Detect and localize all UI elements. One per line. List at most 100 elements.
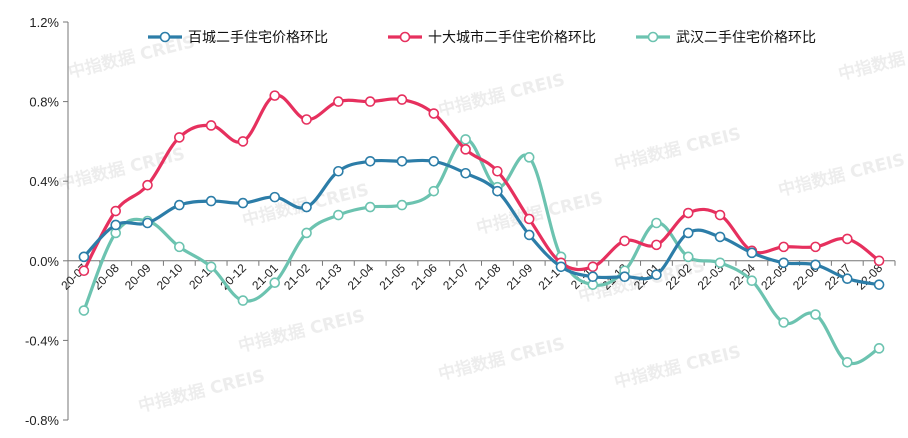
y-tick-label: 0.8% — [29, 95, 59, 110]
data-point — [333, 165, 344, 177]
data-point — [587, 261, 599, 273]
data-point — [237, 197, 249, 209]
data-point — [682, 207, 694, 219]
legend-swatch-marker — [399, 31, 411, 43]
y-tick-label: -0.4% — [25, 333, 59, 348]
data-point — [460, 134, 471, 145]
data-point — [428, 156, 440, 167]
legend-swatch-marker — [159, 31, 171, 43]
data-point — [396, 156, 408, 167]
data-point — [269, 277, 281, 288]
data-point — [142, 179, 153, 191]
watermark-text: 中指数据 CREIS — [436, 333, 567, 385]
data-point — [110, 205, 122, 217]
data-point — [78, 305, 90, 316]
x-tick-label: 21-01 — [249, 261, 281, 293]
data-point — [619, 235, 630, 247]
watermark-text: 中指数据 CREIS — [436, 69, 567, 121]
data-point — [205, 120, 217, 131]
data-point — [651, 217, 662, 229]
legend-swatch-marker — [647, 31, 659, 43]
data-point — [682, 251, 694, 263]
data-point — [142, 217, 153, 229]
data-point — [364, 201, 376, 213]
data-point — [682, 227, 694, 239]
data-point — [364, 156, 376, 167]
data-point — [78, 251, 90, 263]
watermark-text: 中指数据 CREIS — [66, 31, 197, 83]
legend-item: 十大城市二手住宅价格环比 — [388, 29, 596, 46]
data-point — [714, 209, 726, 221]
data-point — [651, 269, 662, 281]
data-point — [301, 114, 312, 125]
watermark-layer: 中指数据 CREIS 中指数据 CREIS 中指数据 CREIS 中指数据 CREIS… — [56, 31, 908, 417]
data-point — [873, 279, 885, 290]
y-tick-label: 0.4% — [29, 174, 59, 189]
legend: 百城二手住宅价格环比 十大城市二手住宅价格环比 武汉二手住宅价格环比 — [148, 29, 816, 46]
data-point — [523, 152, 535, 163]
data-point — [810, 309, 821, 320]
data-point — [523, 213, 535, 225]
watermark-text: 中指数据 CREIS — [612, 341, 743, 393]
x-tick-label: 20-09 — [122, 261, 154, 293]
data-point — [873, 343, 885, 354]
data-point — [428, 185, 440, 197]
data-point — [810, 259, 821, 271]
series-2 — [78, 90, 885, 277]
data-point — [587, 271, 599, 283]
x-tick-label: 21-08 — [472, 261, 504, 293]
data-point — [746, 247, 758, 259]
data-point — [428, 108, 440, 119]
data-point — [205, 195, 217, 207]
data-point — [714, 231, 726, 243]
data-point — [174, 132, 185, 143]
data-point — [714, 257, 726, 269]
x-tick-label: 20-12 — [217, 261, 249, 293]
data-point — [810, 241, 821, 253]
data-point — [237, 136, 249, 147]
x-tick-label: 21-06 — [408, 261, 440, 293]
data-point — [78, 265, 90, 277]
data-point — [460, 167, 471, 179]
data-point — [523, 229, 535, 241]
y-tick-label: 1.2% — [29, 15, 59, 30]
data-point — [174, 241, 185, 253]
x-tick-label: 21-05 — [376, 261, 408, 293]
legend-item: 百城二手住宅价格环比 — [148, 30, 328, 46]
watermark-text: 中指数据 CREIS — [776, 149, 907, 201]
data-point — [301, 201, 312, 213]
data-point — [364, 96, 376, 107]
x-tick-label: 21-03 — [313, 261, 345, 293]
y-tick-label: 0.0% — [29, 254, 59, 269]
series-1 — [78, 156, 885, 290]
data-point — [555, 261, 567, 273]
data-point — [778, 257, 789, 269]
watermark-text: 中指数据 CREIS — [836, 33, 908, 85]
data-point — [333, 96, 344, 107]
data-point — [873, 255, 885, 267]
series-layer — [78, 90, 885, 368]
data-point — [492, 185, 503, 197]
data-point — [651, 239, 662, 251]
data-point — [841, 233, 853, 245]
series-line — [82, 93, 881, 273]
watermark-text: 中指数据 CREIS — [612, 123, 743, 175]
x-tick-label: 21-07 — [440, 261, 472, 293]
legend-label: 十大城市二手住宅价格环比 — [428, 29, 596, 46]
x-tick-label: 20-10 — [154, 261, 186, 293]
data-point — [110, 219, 122, 231]
legend-label: 百城二手住宅价格环比 — [188, 30, 328, 46]
data-point — [746, 275, 758, 287]
watermark-text: 中指数据 CREIS — [236, 305, 367, 357]
data-point — [460, 144, 471, 155]
data-point — [841, 273, 853, 285]
data-point — [301, 227, 312, 239]
watermark-text: 中指数据 CREIS — [136, 365, 267, 417]
data-point — [396, 94, 408, 105]
data-point — [396, 199, 408, 211]
data-point — [205, 261, 217, 273]
legend-label: 武汉二手住宅价格环比 — [676, 30, 816, 46]
legend-item: 武汉二手住宅价格环比 — [636, 30, 816, 46]
data-point — [778, 317, 789, 328]
